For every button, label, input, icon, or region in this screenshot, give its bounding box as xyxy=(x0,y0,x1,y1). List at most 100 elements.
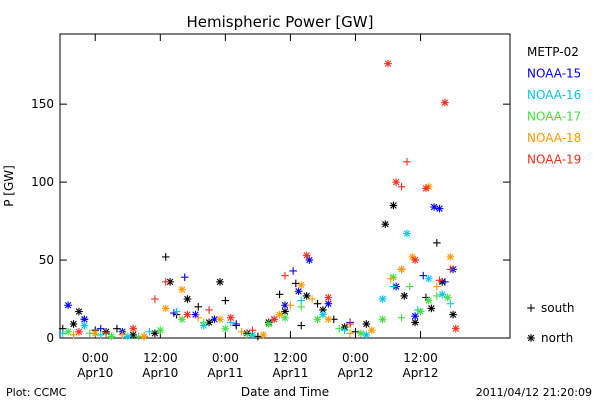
data-point xyxy=(384,59,392,68)
data-point xyxy=(424,274,433,283)
legend: METP-02 NOAA-15 NOAA-16 NOAA-17 NOAA-18 NOAA-… xyxy=(527,45,581,345)
y-tick-label: 50 xyxy=(39,253,54,267)
data-point xyxy=(281,313,289,322)
data-point xyxy=(446,265,455,274)
data-point xyxy=(433,292,441,300)
data-point xyxy=(243,331,251,339)
data-point xyxy=(166,278,174,286)
x-axis-label: Date and Time xyxy=(241,385,329,399)
x-tick-time-label: 0:00 xyxy=(82,351,109,365)
data-point xyxy=(107,332,116,341)
data-point xyxy=(178,315,186,324)
data-point xyxy=(183,295,192,303)
data-point xyxy=(362,320,371,328)
data-point xyxy=(405,282,414,291)
data-point xyxy=(156,326,165,335)
data-point xyxy=(205,318,213,327)
data-point xyxy=(397,265,406,274)
data-point xyxy=(161,253,170,261)
x-tick-time-label: 12:00 xyxy=(273,351,308,365)
data-point xyxy=(264,320,273,328)
data-point xyxy=(172,307,181,316)
data-point xyxy=(80,321,89,330)
data-point xyxy=(226,313,235,322)
data-point xyxy=(351,327,360,336)
data-point xyxy=(424,182,433,191)
data-point xyxy=(340,326,349,335)
data-point xyxy=(424,296,433,305)
x-tick-date-label: Apr12 xyxy=(403,366,439,380)
data-point xyxy=(113,324,121,333)
data-point xyxy=(441,278,449,286)
data-point xyxy=(210,315,219,324)
data-point xyxy=(386,274,395,283)
data-point xyxy=(221,296,230,305)
data-point xyxy=(443,293,452,302)
data-point xyxy=(140,332,148,341)
legend-entry: METP-02 xyxy=(527,45,579,59)
data-point xyxy=(302,292,311,300)
data-point xyxy=(435,276,444,285)
data-point xyxy=(75,327,83,336)
data-point xyxy=(433,282,441,291)
legend-entry: NOAA-18 xyxy=(527,131,581,145)
x-tick-date-label: Apr10 xyxy=(142,366,178,380)
data-point xyxy=(270,315,278,324)
data-point xyxy=(411,312,419,320)
data-point xyxy=(69,320,78,328)
data-point xyxy=(313,315,322,324)
data-point xyxy=(183,310,192,319)
data-point xyxy=(433,239,441,247)
y-tick-label: 0 xyxy=(46,331,54,345)
data-point xyxy=(294,287,303,296)
y-axis: 0 50 100 150 xyxy=(31,97,510,345)
data-point xyxy=(335,324,344,333)
data-point xyxy=(308,295,316,303)
plot-area xyxy=(59,33,511,339)
data-point xyxy=(403,158,411,166)
data-point xyxy=(324,315,333,324)
data-point xyxy=(275,290,284,299)
x-tick-date-label: Apr11 xyxy=(207,366,243,380)
x-tick-time-label: 12:00 xyxy=(403,351,438,365)
data-point xyxy=(75,307,83,316)
data-point xyxy=(216,278,224,286)
data-point xyxy=(346,329,354,338)
data-point xyxy=(441,98,449,107)
data-point xyxy=(237,327,246,336)
legend-entry: NOAA-17 xyxy=(527,110,581,124)
data-point xyxy=(129,324,137,333)
y-tick-label: 150 xyxy=(31,97,54,111)
data-point xyxy=(319,306,327,314)
data-point xyxy=(151,295,159,303)
data-point xyxy=(389,201,398,210)
data-point xyxy=(419,271,428,280)
x-axis: 0:00Apr1012:00Apr100:00Apr1112:00Apr110:… xyxy=(77,34,439,380)
data-point xyxy=(275,310,284,319)
chart-title: Hemispheric Power [GW] xyxy=(187,13,374,31)
marker-legend-label: south xyxy=(541,301,575,315)
data-point xyxy=(302,251,311,260)
data-point xyxy=(58,329,67,338)
data-point xyxy=(232,320,241,328)
marker-legend-label: north xyxy=(541,331,573,345)
data-point xyxy=(64,327,72,336)
footer-timestamp: 2011/04/12 21:20:09 xyxy=(476,386,592,399)
y-axis-label: P [GW] xyxy=(2,165,16,207)
data-point xyxy=(118,331,127,339)
data-point xyxy=(194,303,203,311)
data-point xyxy=(357,329,365,338)
marker-legend-symbol xyxy=(527,334,535,342)
data-point xyxy=(446,253,455,261)
data-point xyxy=(411,256,419,264)
data-point xyxy=(194,313,203,322)
data-point xyxy=(199,318,208,327)
legend-entry: NOAA-15 xyxy=(527,67,581,81)
data-point xyxy=(69,331,78,339)
data-point xyxy=(221,324,230,333)
data-point xyxy=(205,306,213,314)
data-point xyxy=(281,271,289,280)
data-point xyxy=(297,281,306,289)
data-point xyxy=(161,278,170,286)
data-point xyxy=(346,320,354,328)
